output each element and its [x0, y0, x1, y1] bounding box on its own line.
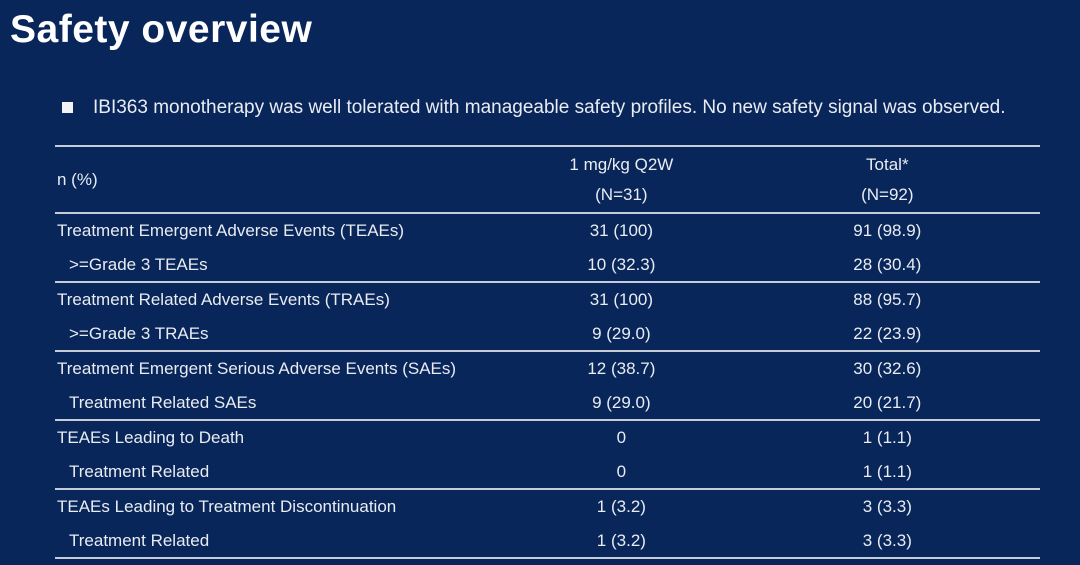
row-label: TEAEs Leading to Death — [57, 428, 245, 448]
table-row: >=Grade 3 TRAEs 9 (29.0) 22 (23.9) — [55, 318, 1040, 352]
table-row: Treatment Emergent Serious Adverse Event… — [55, 352, 1040, 387]
cell-value: 9 (29.0) — [592, 392, 651, 412]
col-header-label: Total* — [866, 154, 909, 174]
cell-value: 1 (3.2) — [596, 497, 646, 517]
row-label: TEAEs Leading to Treatment Discontinuati… — [57, 497, 397, 517]
cell-value: 0 — [616, 428, 627, 448]
cell-value: 0 — [616, 461, 627, 481]
corner-label: n (%) — [57, 169, 98, 189]
row-label: Treatment Emergent Serious Adverse Event… — [57, 359, 457, 379]
row-label: >=Grade 3 TEAEs — [69, 254, 208, 274]
table-header-row: n (%) 1 mg/kg Q2W (N=31) Total* (N=92) — [55, 145, 1040, 214]
table-row: TEAEs Leading to Death 0 1 (1.1) — [55, 421, 1040, 456]
row-label: Treatment Related Adverse Events (TRAEs) — [57, 290, 390, 310]
cell-value: 3 (3.3) — [862, 530, 912, 550]
table-row: Treatment Related Adverse Events (TRAEs)… — [55, 283, 1040, 318]
cell-value: 30 (32.6) — [853, 359, 922, 379]
col-header-label: 1 mg/kg Q2W — [569, 154, 674, 174]
safety-summary-table: n (%) 1 mg/kg Q2W (N=31) Total* (N=92) T… — [55, 145, 1040, 559]
cell-value: 28 (30.4) — [853, 254, 922, 274]
cell-value: 3 (3.3) — [862, 497, 912, 517]
col-header-total: Total* (N=92) — [735, 150, 1040, 210]
table-row: >=Grade 3 TEAEs 10 (32.3) 28 (30.4) — [55, 249, 1040, 283]
cell-value: 9 (29.0) — [592, 323, 651, 343]
col-header-n: (N=92) — [861, 184, 914, 204]
cell-value: 1 (1.1) — [862, 461, 912, 481]
col-header-n: (N=31) — [595, 184, 648, 204]
cell-value: 91 (98.9) — [853, 221, 922, 241]
cell-value: 1 (3.2) — [596, 530, 646, 550]
cell-value: 1 (1.1) — [862, 428, 912, 448]
row-label: >=Grade 3 TRAEs — [69, 323, 209, 343]
table-row: TEAEs Leading to Treatment Discontinuati… — [55, 490, 1040, 525]
key-message-bullet: IBI363 monotherapy was well tolerated wi… — [62, 97, 1072, 119]
cell-value: 12 (38.7) — [587, 359, 656, 379]
cell-value: 31 (100) — [589, 290, 654, 310]
col-header-1mgkg-q2w: 1 mg/kg Q2W (N=31) — [508, 150, 735, 210]
cell-value: 22 (23.9) — [853, 323, 922, 343]
table-row: Treatment Related 1 (3.2) 3 (3.3) — [55, 525, 1040, 559]
row-label: Treatment Related — [69, 530, 210, 550]
page-title: Safety overview — [10, 8, 313, 51]
row-label: Treatment Related — [69, 461, 210, 481]
table-row: Treatment Related 0 1 (1.1) — [55, 456, 1040, 490]
cell-value: 88 (95.7) — [853, 290, 922, 310]
cell-value: 20 (21.7) — [853, 392, 922, 412]
table-row: Treatment Emergent Adverse Events (TEAEs… — [55, 214, 1040, 249]
row-label: Treatment Related SAEs — [69, 392, 257, 412]
square-bullet-icon — [62, 102, 73, 113]
key-message-text: IBI363 monotherapy was well tolerated wi… — [93, 97, 1006, 118]
table-row: Treatment Related SAEs 9 (29.0) 20 (21.7… — [55, 387, 1040, 421]
cell-value: 31 (100) — [589, 221, 654, 241]
row-label: Treatment Emergent Adverse Events (TEAEs… — [57, 221, 405, 241]
cell-value: 10 (32.3) — [587, 254, 656, 274]
